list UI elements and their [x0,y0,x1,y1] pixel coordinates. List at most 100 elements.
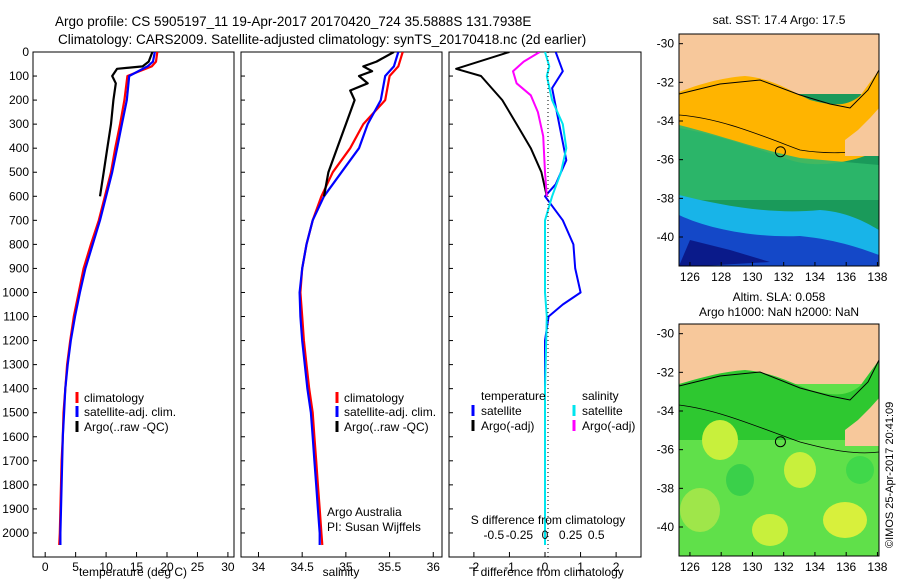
map-lon-label: 138 [867,560,887,574]
sla-map-frame [678,323,880,557]
series-line-temperature-argo-adj- [455,52,548,197]
depth-tick-label: 400 [9,141,29,155]
depth-tick-label: 600 [9,189,29,203]
map-lat-label: -40 [657,230,675,244]
map-lon-label: 136 [836,270,856,284]
difference-legend-temperature: temperature satellite Argo(-adj) [471,389,546,433]
map-lat-label: -30 [657,327,675,341]
legend-label: climatology [344,391,404,405]
legend-title: temperature [481,389,546,403]
salinity-xlabel: salinity [323,565,360,579]
s-difference-label: S difference from climatology [471,513,626,527]
sst-map [679,34,879,266]
depth-tick-label: 1900 [2,502,29,516]
x-tick-label: 5 [72,560,79,574]
legend-label: Argo(-adj) [481,419,534,433]
map-lat-label: -36 [657,153,675,167]
sla-map-axes: 126 128 130 132 134 136 138 -30 -32 -34 -36 -38 -40 [657,327,888,574]
x-tick-label: 20 [160,560,174,574]
sla-map [679,324,879,556]
map-lat-label: -36 [657,443,675,457]
s-tick-label: 0.25 [559,528,583,542]
map-lon-label: 136 [836,560,856,574]
sst-map-title: sat. SST: 17.4 Argo: 17.5 [713,13,846,27]
salinity-panel [240,51,443,558]
x-axes: 0 5 10 15 20 25 30 34 34.5 35 35.5 36 -2 -1 0 1 2 [42,552,620,574]
map-lon-label: 134 [805,270,825,284]
x-tick-label: 35.5 [378,560,402,574]
legend-label: Argo(-adj) [582,419,635,433]
s-tick-label: -0.5 [483,528,504,542]
difference-legend-salinity: salinity satellite Argo(-adj) [572,389,635,433]
depth-tick-label: 900 [9,261,29,275]
legend-title: salinity [582,389,619,403]
depth-tick-label: 800 [9,237,29,251]
series-line-argo-raw-qc- [98,52,154,197]
x-tick-label: 30 [221,560,235,574]
salinity-series [298,52,404,546]
map-lon-label: 132 [774,270,794,284]
legend-label: Argo(..raw -QC) [344,420,429,434]
map-lon-label: 134 [805,560,825,574]
depth-tick-label: 1200 [2,334,29,348]
x-tick-label: 1 [577,560,584,574]
map-lat-label: -34 [657,404,675,418]
depth-axis: 0 100 200 300 400 500 600 700 800 900 1000 1100 1200… [2,45,453,540]
depth-tick-label: 1500 [2,406,29,420]
map-lon-label: 132 [774,560,794,574]
legend-label: satellite [481,404,522,418]
depth-tick-label: 1100 [3,310,29,324]
x-tick-label: 34.5 [290,560,314,574]
depth-tick-label: 2000 [2,526,29,540]
depth-tick-label: 1400 [2,382,29,396]
sla-map-title-1: Altim. SLA: 0.058 [733,290,826,304]
sst-map-frame [678,33,880,267]
sla-map-title-2: Argo h1000: NaN h2000: NaN [699,305,859,319]
depth-tick-label: 1300 [2,358,29,372]
map-lat-label: -32 [657,365,675,379]
argo-position-marker [774,436,786,448]
series-line-satellite-adj-clim- [298,52,400,545]
s-tick-label: 0 [542,528,549,542]
map-lon-label: 130 [742,270,762,284]
x-tick-label: 36 [427,560,441,574]
map-lon-label: 130 [742,560,762,574]
map-lon-label: 138 [867,270,887,284]
map-lat-label: -40 [657,520,675,534]
depth-tick-label: 1700 [2,454,29,468]
s-difference-ticks: -0.5 -0.25 0 0.25 0.5 [483,528,604,542]
temperature-legend: climatology satellite-adj. clim. Argo(..… [75,391,176,434]
legend-label: satellite-adj. clim. [344,405,436,419]
map-lon-label: 126 [680,270,700,284]
depth-tick-label: 1800 [2,478,29,492]
temperature-panel [32,51,235,558]
depth-tick-label: 700 [9,213,29,227]
x-tick-label: -2 [469,560,480,574]
map-lat-label: -38 [657,191,675,205]
x-tick-label: 15 [130,560,144,574]
imos-watermark: ©IMOS 25-Apr-2017 20:41:09 [884,402,896,548]
x-tick-label: 10 [99,560,113,574]
series-line-temperature-satellite [544,52,582,545]
argo-australia-label: Argo Australia [327,505,402,519]
x-tick-label: 0 [42,560,49,574]
depth-tick-label: 1600 [2,430,29,444]
x-tick-label: 34 [252,560,266,574]
legend-label: satellite-adj. clim. [84,405,176,419]
sst-map-axes: 126 128 130 132 134 136 138 -30 -32 -34 -36 -38 -40 [657,37,888,284]
map-lat-label: -38 [657,481,675,495]
legend-label: Argo(..raw -QC) [84,420,169,434]
difference-series [455,52,582,545]
series-line-climatology [58,52,159,546]
series-line-argo-raw-qc- [322,52,395,197]
depth-tick-label: 500 [9,165,29,179]
legend-label: climatology [84,391,144,405]
map-lon-label: 128 [711,270,731,284]
series-line-salinity-argo-adj- [512,52,548,197]
salinity-legend: climatology satellite-adj. clim. Argo(..… [335,391,436,434]
x-tick-label: 25 [191,560,205,574]
temperature-xlabel: temperature (deg C) [79,565,187,579]
figure-title-line2: Climatology: CARS2009. Satellite-adjuste… [58,32,586,47]
depth-tick-label: 200 [9,93,29,107]
